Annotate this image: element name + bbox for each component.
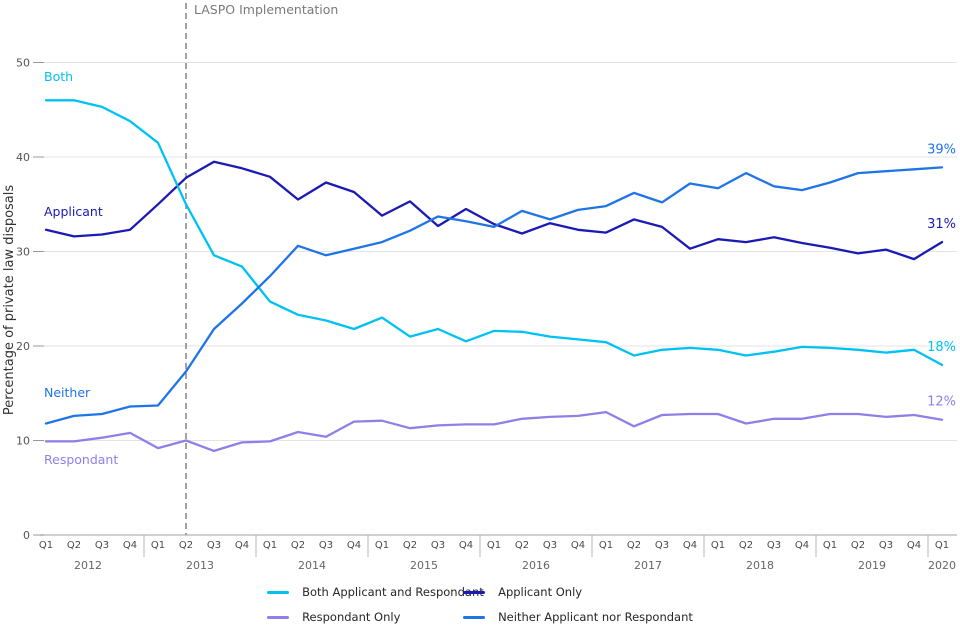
legend-swatch-respondant-icon <box>267 615 290 619</box>
y-tick-label: 10 <box>16 435 30 448</box>
series-end-label-both: 18% <box>927 340 956 355</box>
x-tick-label-quarter: Q1 <box>711 540 725 551</box>
x-tick-label-quarter: Q1 <box>151 540 165 551</box>
x-tick-label-year: 2019 <box>858 559 886 572</box>
series-end-label-respondant: 12% <box>927 395 956 410</box>
x-tick-label-quarter: Q2 <box>403 540 417 551</box>
chart-legend: Both Applicant and Respondant Applicant … <box>0 584 960 625</box>
legend-swatch-neither-icon <box>463 615 486 619</box>
legend-label: Both Applicant and Respondant <box>302 585 484 599</box>
x-tick-label-quarter: Q3 <box>95 540 109 551</box>
series-line-neither-applicant-nor-respondant <box>44 166 944 425</box>
x-tick-label-quarter: Q4 <box>683 540 697 551</box>
x-tick-label-quarter: Q2 <box>627 540 641 551</box>
legend-item-neither-applicant-nor-respondant: Neither Applicant nor Respondant <box>463 609 693 625</box>
y-tick-label: 0 <box>23 529 30 542</box>
x-tick-label-quarter: Q4 <box>347 540 361 551</box>
x-tick-label-quarter: Q2 <box>739 540 753 551</box>
x-tick-label-quarter: Q1 <box>39 540 53 551</box>
y-tick-label: 30 <box>16 246 30 259</box>
x-tick-label-quarter: Q3 <box>543 540 557 551</box>
legend-swatch-both-icon <box>267 590 290 594</box>
x-tick-label-quarter: Q3 <box>655 540 669 551</box>
x-tick-label-quarter: Q2 <box>179 540 193 551</box>
y-axis-title: Percentage of private law disposals <box>2 185 17 416</box>
x-tick-label-quarter: Q4 <box>123 540 137 551</box>
legend-label: Neither Applicant nor Respondant <box>498 610 693 624</box>
x-tick-label-quarter: Q3 <box>767 540 781 551</box>
series-start-label-applicant: Applicant <box>44 204 103 219</box>
series-start-label-both: Both <box>44 69 73 84</box>
x-tick-label-quarter: Q2 <box>515 540 529 551</box>
x-tick-label-quarter: Q3 <box>431 540 445 551</box>
x-tick-label-quarter: Q3 <box>879 540 893 551</box>
x-tick-label-quarter: Q1 <box>935 540 949 551</box>
x-tick-label-quarter: Q3 <box>207 540 221 551</box>
series-end-label-neither: 39% <box>927 142 956 157</box>
x-tick-label-quarter: Q1 <box>487 540 501 551</box>
x-tick-label-year: 2012 <box>74 559 102 572</box>
series-line-both-applicant-and-respondant <box>44 99 944 367</box>
x-tick-label-quarter: Q4 <box>571 540 585 551</box>
x-tick-label-quarter: Q4 <box>459 540 473 551</box>
x-tick-label-year: 2013 <box>186 559 214 572</box>
x-tick-label-year: 2014 <box>298 559 326 572</box>
x-tick-label-quarter: Q2 <box>851 540 865 551</box>
x-tick-label-year: 2015 <box>410 559 438 572</box>
legend-item-both-applicant-and-respondant: Both Applicant and Respondant <box>267 584 484 600</box>
x-tick-label-quarter: Q4 <box>235 540 249 551</box>
x-tick-label-quarter: Q3 <box>319 540 333 551</box>
series-line-applicant-only <box>44 160 944 261</box>
x-tick-label-quarter: Q4 <box>907 540 921 551</box>
x-tick-label-quarter: Q1 <box>599 540 613 551</box>
x-tick-label-quarter: Q2 <box>67 540 81 551</box>
chart-canvas: 0 10 20 30 40 50 Q1 Q2 Q3 Q4 Q1 Q2 Q3 Q4 Q1 Q2 Q3 Q4 Q1 Q2 Q… <box>2 2 957 572</box>
series-start-label-respondant: Respondant <box>44 452 118 467</box>
x-tick-label-quarter: Q1 <box>263 540 277 551</box>
legend-item-applicant-only: Applicant Only <box>463 584 693 600</box>
legend-label: Respondant Only <box>302 610 401 624</box>
y-tick-label: 20 <box>16 340 30 353</box>
x-tick-label-quarter: Q1 <box>823 540 837 551</box>
legend-swatch-applicant-icon <box>463 590 486 594</box>
legend-grid: Both Applicant and Respondant Applicant … <box>267 584 693 625</box>
x-tick-label-quarter: Q2 <box>291 540 305 551</box>
series-end-label-applicant: 31% <box>927 217 956 232</box>
x-tick-label-quarter: Q4 <box>795 540 809 551</box>
x-tick-label-quarter: Q1 <box>375 540 389 551</box>
series-start-label-neither: Neither <box>44 385 91 400</box>
x-tick-label-year: 2020 <box>928 559 956 572</box>
x-tick-label-year: 2016 <box>522 559 550 572</box>
legend-label: Applicant Only <box>498 585 583 599</box>
laspo-annotation-label: LASPO Implementation <box>194 2 338 17</box>
y-tick-label: 40 <box>16 151 30 164</box>
x-tick-label-year: 2018 <box>746 559 774 572</box>
y-tick-label: 50 <box>16 57 30 70</box>
legend-item-respondant-only: Respondant Only <box>267 609 463 625</box>
series-line-respondant-only <box>44 410 944 453</box>
x-tick-label-year: 2017 <box>634 559 662 572</box>
